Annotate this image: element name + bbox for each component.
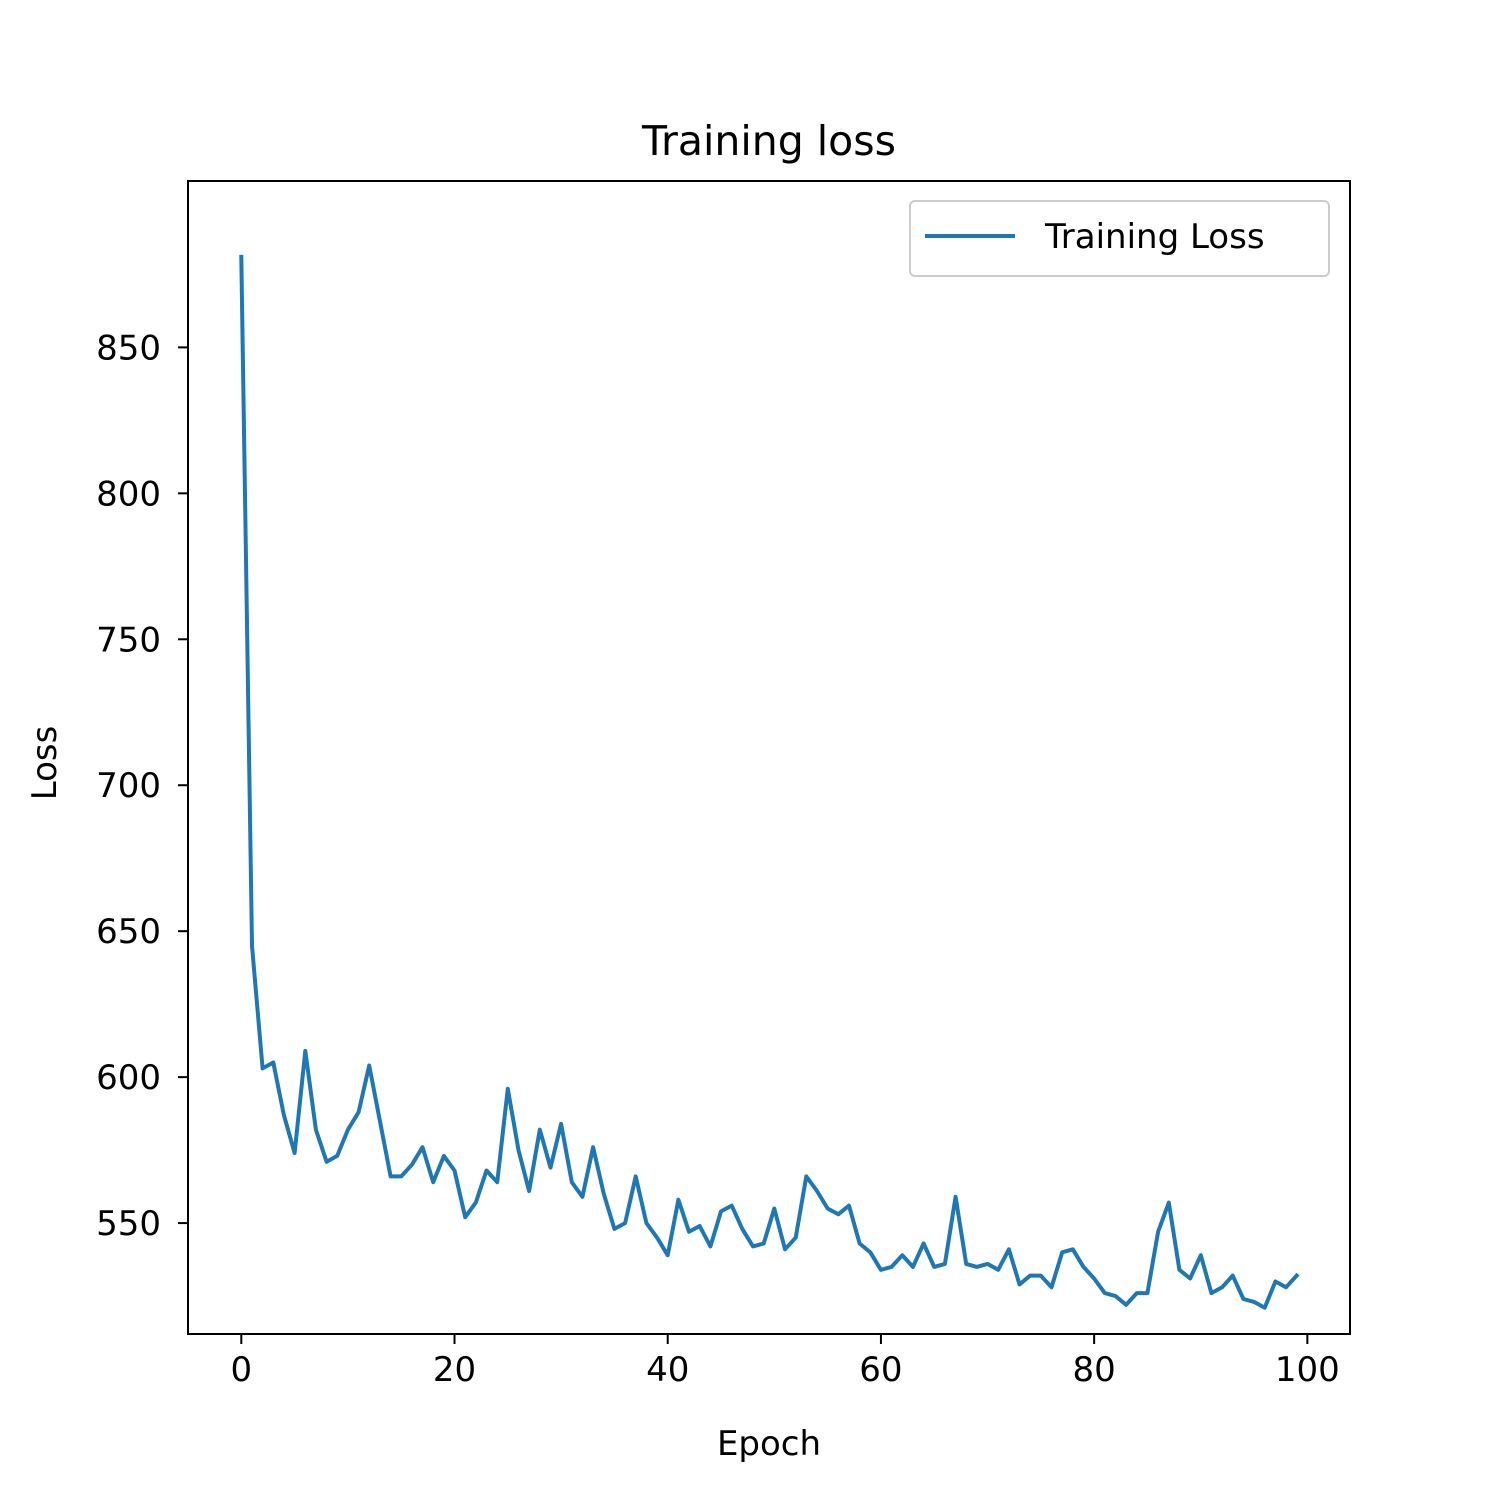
plot-area: 0 20 40 60 80 100 550 600 650 700 750 800 850 — [96, 180, 1351, 1390]
chart-title: Training loss — [641, 117, 896, 165]
y-tick-label: 600 — [96, 1058, 161, 1098]
x-tick-label: 0 — [230, 1350, 252, 1390]
axes-frame — [187, 180, 1351, 1335]
y-tick-label: 700 — [96, 766, 161, 806]
x-tick-label: 80 — [1073, 1350, 1116, 1390]
legend: Training Loss — [909, 200, 1330, 277]
y-tick-label: 850 — [96, 328, 161, 368]
legend-label: Training Loss — [1044, 217, 1265, 257]
y-tick-label: 650 — [96, 912, 161, 952]
x-tick-label: 60 — [859, 1350, 902, 1390]
x-tick-label: 100 — [1275, 1350, 1340, 1390]
x-tick-label: 40 — [646, 1350, 689, 1390]
x-tick-label: 20 — [433, 1350, 476, 1390]
series-line-0 — [239, 254, 1300, 1310]
legend-box — [909, 200, 1330, 277]
x-axis-label: Epoch — [717, 1424, 821, 1464]
y-tick-label: 750 — [96, 620, 161, 660]
y-axis-label: Loss — [25, 726, 65, 801]
y-tick-label: 550 — [96, 1204, 161, 1244]
y-tick-label: 800 — [96, 474, 161, 514]
